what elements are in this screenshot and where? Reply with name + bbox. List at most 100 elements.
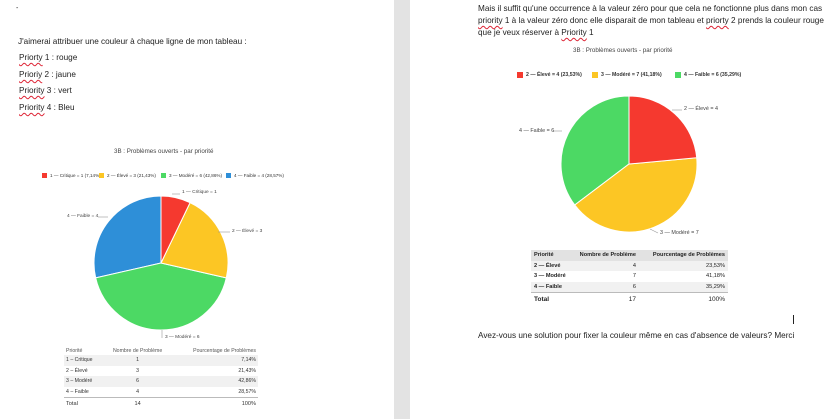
cell: 1 – Critique: [66, 357, 93, 364]
priority-line-3: Priority 3 : vert: [19, 86, 72, 95]
paragraph-line-1: Mais il suffit qu'une occurrence à la va…: [478, 4, 823, 13]
cell: Total: [531, 292, 572, 306]
text-cursor: [793, 315, 794, 324]
pie-slice-modere: [95, 262, 227, 331]
line-text: 1 à la valeur zéro donc elle disparait d…: [502, 16, 707, 25]
cell: 6: [136, 378, 140, 385]
cell: 2 — Élevé: [534, 262, 561, 269]
cell: 35,29%: [706, 283, 725, 290]
legend-swatch: [592, 72, 598, 78]
priority-line-4: Priority 4 : Bleu: [19, 103, 75, 112]
cell: 1: [136, 357, 140, 364]
pie-slice-faible: [560, 95, 630, 206]
line-text: 2 prends la couleur rouge: [728, 16, 824, 25]
legend-label: 3 — Modéré = 7 (41,18%): [601, 72, 662, 78]
spell-word: Priority: [19, 103, 45, 112]
cell: 42,86%: [238, 378, 256, 385]
table-total-row: Total 14 100%: [64, 397, 258, 410]
col-pourcentage: Pourcentage de Problèmes: [652, 252, 725, 259]
legend-label: 1 — Critique = 1 (7,14%): [50, 173, 101, 178]
cell: 41,18%: [706, 273, 725, 280]
slice-label-eleve: 2 — Élevé = 3: [232, 229, 263, 234]
legend-item-critique: 1 — Critique = 1 (7,14%): [42, 173, 101, 178]
legend-item-eleve: 2 — Élevé = 3 (21,43%): [99, 173, 156, 178]
line-text: 1: [586, 28, 594, 37]
cell: 4: [136, 388, 140, 395]
legend-swatch: [99, 173, 104, 178]
spell-word: Priority: [561, 28, 587, 37]
spell-word: priorty: [706, 16, 729, 25]
intro-text: J'aimerai attribuer une couleur à chaque…: [18, 37, 247, 46]
spell-word: priority: [478, 16, 503, 25]
pie-slice-modere: [574, 157, 698, 233]
pie-slice-eleve: [628, 95, 698, 165]
col-priorite: Priorité: [66, 347, 83, 354]
table-row: 3 – Modéré 6 42,86%: [64, 376, 258, 387]
col-pourcentage: Pourcentage de Problèmes: [193, 347, 256, 354]
slice-label-modere: 3 — Modéré = 6: [165, 335, 200, 340]
slice-label-eleve: 2 — Élevé = 4: [684, 106, 719, 112]
table-row: 2 — Élevé 4 23,53%: [531, 260, 728, 271]
line-text: 1 : rouge: [42, 53, 78, 62]
line-text: 4 : Bleu: [44, 103, 75, 112]
cell: 100%: [643, 292, 728, 306]
line-text: que je veux réserver à: [478, 28, 562, 37]
legend-item-modere: 3 — Modéré = 6 (42,86%): [161, 173, 222, 178]
table-row: 4 — Faible 6 35,29%: [531, 281, 728, 293]
cell: 4 – Faible: [66, 388, 89, 395]
legend-swatch: [675, 72, 681, 78]
slice-label-critique: 1 — Critique = 1: [182, 190, 217, 195]
legend-label: 4 — Faible = 6 (35,29%): [684, 72, 742, 78]
pie-slice-critique: [160, 195, 191, 264]
table-row: 3 — Modéré 7 41,18%: [531, 271, 728, 282]
cell: 3 — Modéré: [534, 273, 566, 280]
legend-item-modere: 3 — Modéré = 7 (41,18%): [592, 72, 662, 78]
pie-slice-eleve: [160, 201, 229, 279]
cell: Total: [64, 397, 104, 410]
cell: 3: [136, 367, 140, 374]
legend-label: 2 — Élevé = 3 (21,43%): [107, 173, 156, 178]
slice-label-faible: 4 — Faible = 4: [67, 214, 99, 219]
table-row: 1 – Critique 1 7,14%: [64, 355, 258, 366]
spell-word: Prioriy: [19, 70, 43, 79]
paragraph-line-2: priority 1 à la valeur zéro donc elle di…: [478, 16, 824, 25]
data-table-right: Priorité Nombre de Problème Pourcentage …: [531, 250, 728, 306]
slice-label-modere: 3 — Modéré = 7: [660, 230, 699, 236]
pie-chart-left: [93, 193, 230, 338]
legend-item-faible: 4 — Faible = 4 (28,57%): [226, 173, 284, 178]
legend-label: 2 — Élevé = 4 (23,53%): [526, 72, 582, 78]
line-text: 2 : jaune: [42, 70, 76, 79]
document-page-right: Mais il suffit qu'une occurrence à la va…: [410, 0, 832, 419]
cell: 7: [632, 273, 636, 280]
cell: 17: [571, 292, 644, 306]
cell: 28,57%: [238, 388, 256, 395]
table-row: 4 – Faible 4 28,57%: [64, 387, 258, 398]
chart-title: 3B : Problèmes ouverts - par priorité: [573, 47, 673, 54]
legend-item-faible: 4 — Faible = 6 (35,29%): [675, 72, 741, 78]
pie-chart-right: [553, 95, 698, 234]
legend-swatch: [161, 173, 166, 178]
cell: 7,14%: [241, 357, 256, 364]
data-table-left: Priorité Nombre de Problème Pourcentage …: [64, 346, 258, 410]
table-header-row: Priorité Nombre de Problème Pourcentage …: [531, 250, 728, 261]
col-priorite: Priorité: [534, 252, 554, 259]
cell: 6: [632, 283, 636, 290]
spell-word: Priority: [19, 86, 45, 95]
cell: 3 – Modéré: [66, 378, 93, 385]
table-header-row: Priorité Nombre de Problème Pourcentage …: [64, 346, 258, 355]
col-nombre: Nombre de Problème: [579, 252, 636, 259]
cell: 2 – Élevé: [66, 367, 88, 374]
legend-label: 3 — Modéré = 6 (42,86%): [169, 173, 222, 178]
spell-word: Priorty: [19, 53, 43, 62]
cell: 4: [632, 262, 636, 269]
priority-line-2: Prioriy 2 : jaune: [19, 70, 76, 79]
document-page-left: - J'aimerai attribuer une couleur à chaq…: [0, 0, 394, 419]
legend-swatch: [517, 72, 523, 78]
table-total-row: Total 17 100%: [531, 292, 728, 306]
cell: 23,53%: [706, 262, 725, 269]
pie-slice-faible: [93, 195, 162, 279]
col-nombre: Nombre de Problème: [112, 347, 163, 354]
paragraph-line-3: que je veux réserver à Priority 1: [478, 28, 594, 37]
question-text: Avez-vous une solution pour fixer la cou…: [478, 331, 795, 340]
legend-swatch: [226, 173, 231, 178]
